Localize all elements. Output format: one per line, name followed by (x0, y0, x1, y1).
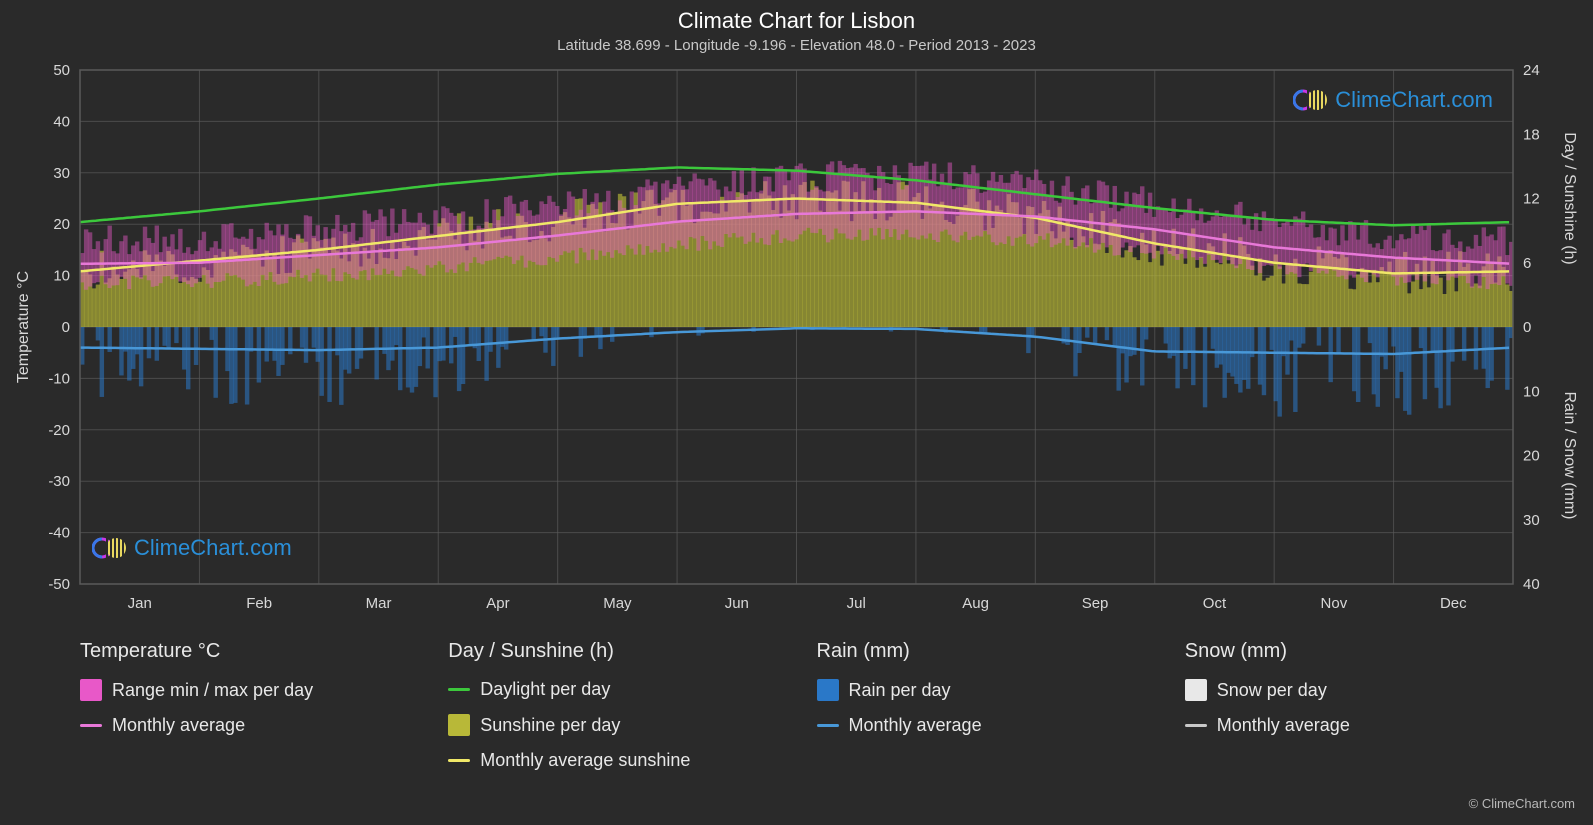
y-tick-left: 20 (53, 216, 70, 233)
y-axis-label-right-top: Day / Sunshine (h) (1561, 132, 1578, 265)
month-label: Nov (1321, 595, 1348, 612)
month-label: Jun (725, 595, 749, 612)
month-label: Aug (962, 595, 989, 612)
y-tick-right-top: 24 (1523, 62, 1540, 79)
month-label: Mar (366, 595, 392, 612)
legend-label: Sunshine per day (480, 715, 620, 736)
legend-swatch (80, 679, 102, 701)
legend-title: Temperature °C (80, 640, 408, 663)
month-label: Sep (1082, 595, 1109, 612)
y-tick-right-bottom: 10 (1523, 383, 1540, 400)
y-tick-left: -30 (48, 473, 70, 490)
y-tick-left: 40 (53, 113, 70, 130)
watermark-text: ClimeChart.com (134, 535, 292, 561)
legend-label: Snow per day (1217, 680, 1327, 701)
legend-item: Monthly average (1185, 715, 1513, 736)
y-axis-label-left: Temperature °C (15, 271, 32, 383)
legend-item: Monthly average sunshine (448, 750, 776, 771)
y-tick-left: 10 (53, 268, 70, 285)
legend-title: Day / Sunshine (h) (448, 640, 776, 663)
legend-col-snow: Snow (mm) Snow per day Monthly average (1185, 640, 1513, 771)
month-label: May (603, 595, 632, 612)
y-tick-left: -40 (48, 525, 70, 542)
watermark-text: ClimeChart.com (1335, 87, 1493, 113)
chart-subtitle: Latitude 38.699 - Longitude -9.196 - Ele… (557, 37, 1036, 54)
legend-swatch (1185, 724, 1207, 727)
legend-label: Daylight per day (480, 679, 610, 700)
copyright-text: © ClimeChart.com (1469, 796, 1575, 811)
legend-swatch (80, 724, 102, 727)
y-tick-right-bottom: 20 (1523, 448, 1540, 465)
legend-item: Monthly average (817, 715, 1145, 736)
y-axis-label-right-bottom: Rain / Snow (mm) (1561, 391, 1578, 519)
y-tick-left: 30 (53, 165, 70, 182)
legend-swatch (1185, 679, 1207, 701)
legend-item: Monthly average (80, 715, 408, 736)
legend-col-sunshine: Day / Sunshine (h) Daylight per day Sunsh… (448, 640, 776, 771)
month-label: Apr (486, 595, 509, 612)
climate-chart: Climate Chart for Lisbon Latitude 38.699 … (0, 0, 1593, 825)
y-tick-right-bottom: 30 (1523, 512, 1540, 529)
legend: Temperature °C Range min / max per day Mo… (80, 640, 1513, 771)
chart-title: Climate Chart for Lisbon (678, 8, 915, 33)
month-label: Dec (1440, 595, 1467, 612)
legend-item: Daylight per day (448, 679, 776, 700)
watermark-top: ClimeChart.com (1293, 86, 1493, 114)
legend-label: Monthly average (849, 715, 982, 736)
legend-label: Monthly average (1217, 715, 1350, 736)
legend-swatch (448, 714, 470, 736)
legend-label: Monthly average (112, 715, 245, 736)
climechart-logo-icon (1293, 86, 1329, 114)
legend-title: Rain (mm) (817, 640, 1145, 663)
legend-col-temperature: Temperature °C Range min / max per day Mo… (80, 640, 408, 771)
month-label: Jul (847, 595, 866, 612)
y-tick-left: -20 (48, 422, 70, 439)
y-tick-right-bottom: 40 (1523, 576, 1540, 593)
legend-item: Rain per day (817, 679, 1145, 701)
legend-item: Sunshine per day (448, 714, 776, 736)
month-label: Jan (128, 595, 152, 612)
legend-title: Snow (mm) (1185, 640, 1513, 663)
y-tick-left: -50 (48, 576, 70, 593)
y-tick-left: 0 (62, 319, 70, 336)
legend-swatch (817, 724, 839, 727)
y-tick-right-top: 0 (1523, 319, 1531, 336)
legend-label: Range min / max per day (112, 680, 313, 701)
legend-swatch (448, 759, 470, 762)
month-label: Feb (246, 595, 272, 612)
legend-item: Range min / max per day (80, 679, 408, 701)
legend-swatch (448, 688, 470, 691)
y-tick-left: -10 (48, 370, 70, 387)
legend-swatch (817, 679, 839, 701)
y-tick-right-top: 12 (1523, 191, 1540, 208)
watermark-bottom: ClimeChart.com (92, 534, 292, 562)
legend-label: Rain per day (849, 680, 951, 701)
month-label: Oct (1203, 595, 1227, 612)
y-tick-left: 50 (53, 62, 70, 79)
y-tick-right-top: 6 (1523, 255, 1531, 272)
legend-col-rain: Rain (mm) Rain per day Monthly average (817, 640, 1145, 771)
climechart-logo-icon (92, 534, 128, 562)
legend-label: Monthly average sunshine (480, 750, 690, 771)
y-tick-right-top: 18 (1523, 126, 1540, 143)
legend-item: Snow per day (1185, 679, 1513, 701)
